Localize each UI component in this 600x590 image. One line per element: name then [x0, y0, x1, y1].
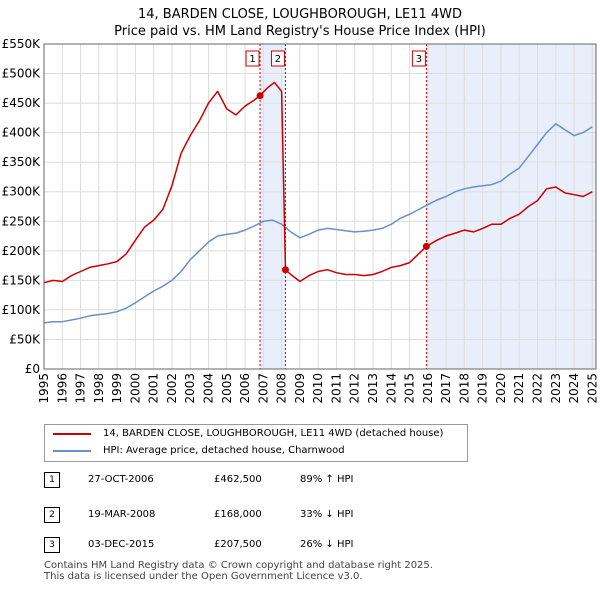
- transaction-row: 1 27-OCT-2006 £462,500 89% ↑ HPI: [44, 472, 464, 488]
- footer-line-2: This data is licensed under the Open Gov…: [44, 571, 363, 582]
- shaded-period: [426, 44, 596, 369]
- x-tick-label: 2018: [457, 373, 471, 404]
- legend-label-hpi: HPI: Average price, detached house, Char…: [103, 445, 345, 456]
- x-tick-label: 2010: [311, 373, 325, 404]
- legend-swatch-property: [53, 432, 91, 435]
- y-tick-label: £300K: [2, 185, 42, 199]
- x-tick-label: 1995: [37, 373, 51, 404]
- x-tick-label: 1997: [74, 373, 88, 404]
- marker-label-box: [270, 50, 285, 67]
- x-tick-label: 2009: [293, 373, 307, 404]
- x-tick-label: 2013: [366, 373, 380, 404]
- x-tick-label: 2019: [476, 373, 490, 404]
- transaction-row: 2 19-MAR-2008 £168,000 33% ↓ HPI: [44, 507, 464, 523]
- transaction-date: 03-DEC-2015: [88, 539, 155, 550]
- marker-label: 2: [275, 54, 281, 65]
- x-tick-label: 2007: [256, 373, 270, 404]
- hpi-series-line: [43, 123, 593, 324]
- x-tick-label: 2017: [439, 373, 453, 404]
- transaction-price: £462,500: [214, 474, 262, 485]
- chart-title-line-1: 14, BARDEN CLOSE, LOUGHBOROUGH, LE11 4WD: [137, 7, 462, 22]
- x-tick-label: 2008: [275, 373, 289, 404]
- legend-entry-property: 14, BARDEN CLOSE, LOUGHBOROUGH, LE11 4WD…: [45, 425, 467, 442]
- y-tick-label: £0: [25, 362, 40, 376]
- x-tick-label: 1996: [55, 373, 69, 404]
- x-tick-label: 2001: [147, 373, 161, 404]
- transaction-date: 19-MAR-2008: [88, 509, 156, 520]
- marker-label: 3: [416, 54, 422, 65]
- property-series-line: [43, 81, 593, 284]
- transaction-number: 1: [44, 472, 60, 488]
- footer-line-1: Contains HM Land Registry data © Crown c…: [44, 560, 433, 571]
- y-tick-label: £350K: [2, 155, 42, 169]
- x-tick-label: 1998: [92, 373, 106, 404]
- transaction-date: 27-OCT-2006: [88, 474, 154, 485]
- y-tick-label: £450K: [2, 96, 42, 110]
- x-tick-label: 2023: [549, 373, 563, 404]
- y-tick-label: £500K: [2, 67, 42, 81]
- transaction-hpi-diff: 26% ↓ HPI: [300, 539, 354, 550]
- x-tick-label: 2022: [531, 373, 545, 404]
- x-tick-label: 2020: [494, 373, 508, 404]
- y-tick-label: £150K: [2, 273, 42, 287]
- y-tick-label: £550K: [2, 37, 42, 51]
- x-tick-label: 2003: [183, 373, 197, 404]
- x-tick-label: 2016: [421, 373, 435, 404]
- transaction-row: 3 03-DEC-2015 £207,500 26% ↓ HPI: [44, 537, 464, 553]
- x-tick-label: 2012: [348, 373, 362, 404]
- x-tick-label: 2004: [202, 373, 216, 404]
- x-tick-label: 2011: [329, 373, 343, 404]
- legend-swatch-hpi: [53, 449, 91, 452]
- x-tick-label: 2024: [567, 373, 581, 404]
- price-chart: 1 2 3 £0 £50K £100K £150K £200K £250K £300K £350K £…: [2, 37, 600, 404]
- x-tick-label: 2025: [585, 373, 599, 404]
- sale-point: [281, 266, 289, 274]
- x-tick-label: 2000: [128, 373, 142, 404]
- legend-entry-hpi: HPI: Average price, detached house, Char…: [45, 442, 467, 459]
- x-tick-label: 1999: [110, 373, 124, 404]
- x-tick-label: 2005: [220, 373, 234, 404]
- chart-legend: 14, BARDEN CLOSE, LOUGHBOROUGH, LE11 4WD…: [44, 424, 468, 462]
- chart-title: 14, BARDEN CLOSE, LOUGHBOROUGH, LE11 4WD…: [0, 6, 600, 40]
- chart-title-line-2: Price paid vs. HM Land Registry's House …: [114, 24, 486, 39]
- marker-label-box: [411, 50, 426, 67]
- footer-attribution: Contains HM Land Registry data © Crown c…: [44, 560, 433, 582]
- x-tick-label: 2006: [238, 373, 252, 404]
- y-tick-label: £400K: [2, 126, 42, 140]
- sale-point: [256, 92, 264, 100]
- transaction-number: 3: [44, 537, 60, 553]
- transaction-hpi-diff: 33% ↓ HPI: [300, 509, 354, 520]
- transaction-hpi-diff: 89% ↑ HPI: [300, 474, 354, 485]
- transaction-number: 2: [44, 507, 60, 523]
- legend-label-property: 14, BARDEN CLOSE, LOUGHBOROUGH, LE11 4WD…: [103, 428, 444, 439]
- x-tick-label: 2021: [512, 373, 526, 404]
- y-tick-label: £50K: [9, 332, 41, 346]
- marker-label-box: [245, 50, 260, 67]
- marker-label: 1: [249, 54, 255, 65]
- transaction-price: £168,000: [214, 509, 262, 520]
- x-tick-label: 2015: [403, 373, 417, 404]
- sale-point: [422, 242, 430, 250]
- y-tick-label: £200K: [2, 244, 42, 258]
- plot-frame: [43, 43, 597, 370]
- y-tick-label: £250K: [2, 214, 42, 228]
- transaction-price: £207,500: [214, 539, 262, 550]
- x-tick-label: 2002: [165, 373, 179, 404]
- x-tick-label: 2014: [384, 373, 398, 404]
- y-tick-label: £100K: [2, 303, 42, 317]
